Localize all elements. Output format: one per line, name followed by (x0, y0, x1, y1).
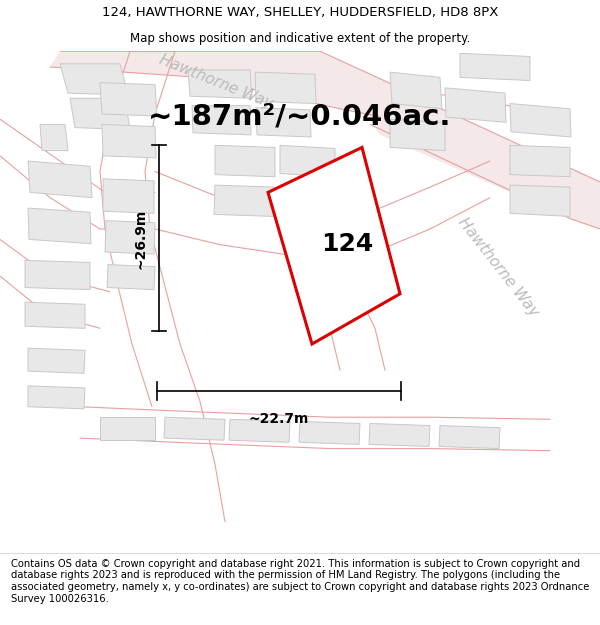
Text: Map shows position and indicative extent of the property.: Map shows position and indicative extent… (130, 32, 470, 45)
Polygon shape (28, 348, 85, 373)
Polygon shape (268, 148, 400, 344)
Polygon shape (299, 421, 360, 444)
Polygon shape (25, 261, 90, 289)
Polygon shape (390, 72, 442, 109)
Text: Hawthorne Way: Hawthorne Way (157, 52, 275, 111)
Polygon shape (370, 104, 600, 229)
Text: 124: 124 (322, 232, 374, 256)
Polygon shape (510, 146, 570, 177)
Polygon shape (100, 418, 155, 440)
Polygon shape (255, 72, 316, 104)
Polygon shape (460, 53, 530, 81)
Text: ~22.7m: ~22.7m (249, 412, 309, 426)
Polygon shape (279, 185, 335, 216)
Polygon shape (439, 426, 500, 449)
Polygon shape (40, 124, 68, 151)
Polygon shape (28, 208, 91, 244)
Polygon shape (28, 161, 92, 198)
Polygon shape (445, 88, 506, 122)
Polygon shape (60, 64, 128, 95)
Polygon shape (50, 51, 440, 119)
Polygon shape (229, 419, 290, 442)
Polygon shape (107, 264, 155, 289)
Polygon shape (390, 119, 445, 151)
Polygon shape (188, 70, 252, 98)
Polygon shape (102, 124, 156, 158)
Text: 124, HAWTHORNE WAY, SHELLEY, HUDDERSFIELD, HD8 8PX: 124, HAWTHORNE WAY, SHELLEY, HUDDERSFIEL… (102, 6, 498, 19)
Polygon shape (214, 185, 275, 216)
Polygon shape (510, 185, 570, 216)
Polygon shape (70, 98, 130, 129)
Polygon shape (215, 146, 275, 177)
Text: Contains OS data © Crown copyright and database right 2021. This information is : Contains OS data © Crown copyright and d… (11, 559, 589, 604)
Polygon shape (100, 82, 157, 116)
Polygon shape (103, 179, 154, 213)
Polygon shape (256, 107, 311, 137)
Polygon shape (25, 302, 85, 328)
Polygon shape (105, 221, 155, 254)
Polygon shape (28, 386, 85, 409)
Polygon shape (192, 106, 251, 135)
Polygon shape (369, 424, 430, 446)
Text: ~26.9m: ~26.9m (134, 208, 148, 269)
Polygon shape (510, 104, 571, 137)
Text: Hawthorne Way: Hawthorne Way (455, 215, 541, 319)
Text: ~187m²/~0.046ac.: ~187m²/~0.046ac. (148, 102, 452, 131)
Polygon shape (280, 146, 335, 177)
Polygon shape (164, 418, 225, 440)
